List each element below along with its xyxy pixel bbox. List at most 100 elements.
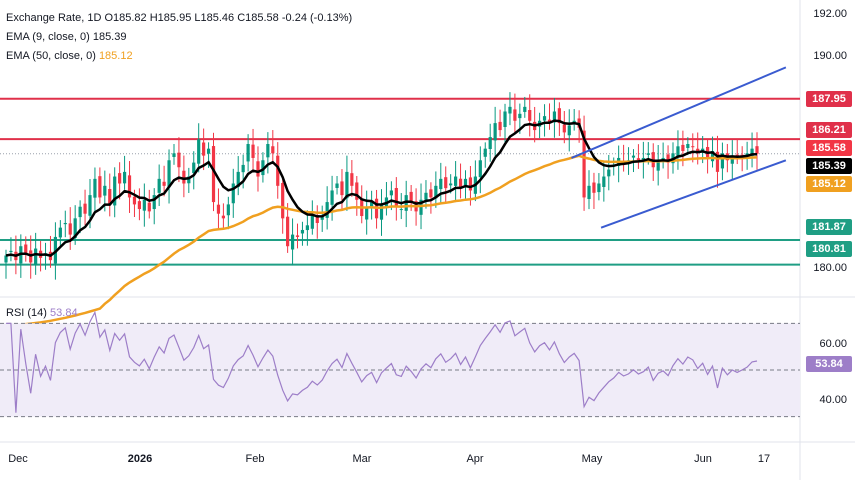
ytick-rsi-40: 40.00 — [819, 394, 847, 406]
candle-body — [73, 218, 77, 238]
rsi-value-label: 53.84 — [806, 356, 852, 372]
price-label-ema9: 185.39 — [806, 158, 852, 174]
candle-body — [281, 182, 285, 219]
candle-body — [216, 204, 221, 214]
candle-body — [458, 178, 463, 189]
candle-body — [340, 181, 344, 196]
candle-body — [300, 229, 305, 234]
candle-body — [523, 106, 527, 112]
candle-body — [78, 206, 82, 218]
candle-body — [127, 175, 132, 198]
candle-body — [162, 181, 166, 186]
candle-body — [444, 177, 448, 189]
candle-body — [439, 178, 443, 190]
candle-body — [9, 250, 13, 253]
candle-body — [276, 155, 280, 186]
candle-body — [295, 235, 300, 237]
x-tick-label: May — [582, 453, 603, 465]
candles-group — [4, 92, 759, 280]
candle-body — [592, 182, 596, 193]
candle-body — [4, 255, 8, 263]
candle-body — [587, 185, 591, 199]
level-label-181-87: 181.87 — [806, 219, 852, 235]
legend-ema50: EMA (50, close, 0) 185.12 — [6, 49, 133, 63]
candle-body — [167, 160, 171, 188]
legend-symbol: Exchange Rate, 1D — [6, 12, 102, 24]
ytick-192: 192.00 — [813, 8, 847, 20]
candle-body — [211, 146, 216, 203]
candle-body — [34, 248, 38, 265]
candle-body — [335, 183, 339, 188]
rsi-line — [6, 310, 758, 413]
legend-ema9-value: 185.39 — [92, 31, 127, 43]
candle-body — [24, 244, 28, 254]
candle-body — [389, 190, 393, 196]
legend-rsi: RSI (14) 53.84 — [6, 306, 78, 320]
x-tick-label: Dec — [8, 453, 28, 465]
candle-body — [142, 199, 146, 211]
candle-body — [231, 183, 235, 204]
candle-body — [147, 202, 151, 212]
candle-body — [691, 146, 695, 148]
candle-body — [261, 160, 265, 176]
candle-body — [365, 206, 369, 220]
candle-body — [315, 215, 319, 223]
legend-rsi-value: 53.84 — [50, 307, 78, 319]
candle-body — [547, 119, 552, 124]
candle-body — [98, 176, 102, 198]
candle-body — [676, 146, 680, 157]
candle-body — [597, 183, 601, 193]
candle-body — [286, 216, 290, 247]
candle-body — [468, 177, 473, 191]
candle-body — [528, 110, 532, 121]
legend-close: C185.58 — [237, 12, 279, 24]
candle-body — [197, 139, 201, 164]
candle-body — [488, 137, 492, 149]
candle-body — [646, 153, 650, 155]
candle-body — [631, 155, 636, 158]
candle-body — [567, 125, 571, 136]
legend-ema50-value: 185.12 — [98, 50, 133, 62]
candle-body — [192, 162, 196, 174]
legend-ema9: EMA (9, close, 0) 185.39 — [6, 30, 126, 44]
x-tick-label: Jun — [694, 453, 712, 465]
level-label-187-95: 187.95 — [806, 91, 852, 107]
candle-body — [478, 160, 482, 178]
candle-body — [157, 178, 161, 193]
candle-body — [122, 171, 127, 184]
candle-body — [118, 173, 122, 184]
candle-body — [379, 204, 384, 220]
price-label-ema50: 185.12 — [806, 176, 852, 192]
ema9-line — [5, 119, 758, 258]
candle-body — [152, 195, 156, 210]
channel-upper-line — [571, 66, 787, 159]
legend-open: O185.82 — [104, 12, 147, 24]
candle-body — [256, 161, 260, 177]
price-label-close: 185.58 — [806, 140, 852, 156]
candle-body — [636, 158, 641, 161]
candle-body — [681, 144, 685, 151]
candle-body — [58, 227, 62, 238]
candle-body — [493, 123, 497, 141]
candle-body — [513, 109, 517, 121]
candle-body — [508, 106, 512, 114]
level-label-186-21: 186.21 — [806, 122, 852, 138]
candle-body — [404, 195, 408, 211]
candle-body — [271, 146, 275, 154]
candle-body — [701, 148, 705, 151]
candle-body — [206, 148, 211, 154]
ytick-180: 180.00 — [813, 262, 847, 274]
candle-body — [454, 176, 458, 186]
candle-body — [266, 144, 270, 158]
candle-body — [137, 201, 142, 210]
candle-body — [305, 225, 309, 231]
ytick-190: 190.00 — [813, 50, 847, 62]
candle-body — [582, 130, 586, 198]
candle-body — [755, 146, 759, 154]
x-tick-label: 2026 — [128, 453, 152, 465]
candle-body — [182, 170, 186, 184]
candle-body — [236, 171, 240, 187]
legend-low: L185.46 — [194, 12, 235, 24]
candle-body — [503, 111, 507, 127]
